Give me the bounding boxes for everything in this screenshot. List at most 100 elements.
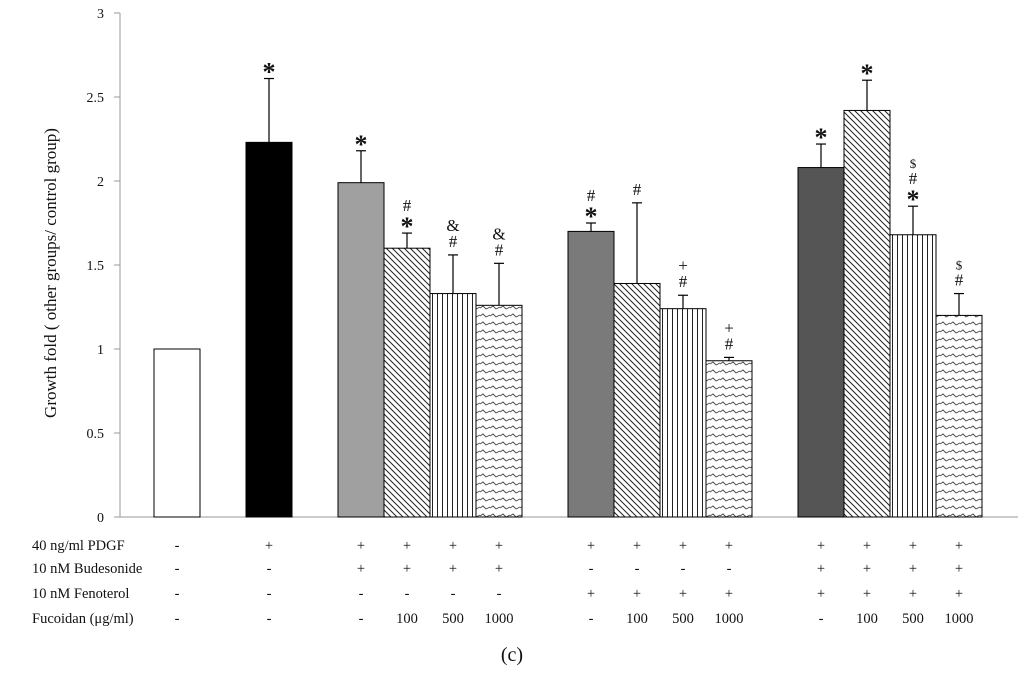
- condition-value: +: [679, 538, 687, 554]
- significance-marker: *: [815, 123, 828, 152]
- bar: [337, 182, 385, 518]
- condition-value: 1000: [715, 611, 744, 627]
- condition-table: 40 ng/ml PDGF - + + + + + + + + + + + + +10 nM Budeson…: [32, 538, 974, 627]
- bar: [153, 348, 201, 518]
- significance-marker: $: [910, 156, 917, 171]
- significance-marker: +: [724, 318, 734, 337]
- condition-value: +: [495, 561, 503, 577]
- significance-marker: *: [401, 212, 414, 241]
- significance-marker: &: [492, 224, 505, 243]
- bar-series: [153, 77, 983, 518]
- bar: [567, 230, 615, 518]
- bar: [889, 234, 937, 518]
- bar: [935, 314, 983, 518]
- y-tick-label: 3: [97, 7, 104, 22]
- significance-marker: #: [679, 272, 688, 291]
- condition-value: 500: [672, 611, 694, 627]
- condition-value: -: [175, 586, 180, 602]
- condition-value: +: [817, 561, 825, 577]
- condition-value: +: [357, 561, 365, 577]
- condition-value: +: [955, 561, 963, 577]
- y-tick-label: 0: [97, 511, 104, 526]
- condition-value: +: [357, 538, 365, 554]
- significance-marker: #: [449, 232, 458, 251]
- bar: [245, 141, 293, 518]
- y-axis: 0 0.5 1 1.5 2 2.5 3 Growth fold ( other groups…: [41, 7, 121, 526]
- significance-marker: #: [587, 186, 596, 205]
- condition-value: -: [175, 538, 180, 554]
- significance-marker: *: [263, 58, 276, 87]
- condition-value: +: [495, 538, 503, 554]
- condition-value: -: [267, 611, 272, 627]
- significance-marker: #: [403, 196, 412, 215]
- condition-value: -: [727, 561, 732, 577]
- condition-value: +: [679, 586, 687, 602]
- condition-value: -: [359, 586, 364, 602]
- condition-value: -: [819, 611, 824, 627]
- significance-marker: #: [633, 180, 642, 199]
- condition-value: +: [449, 561, 457, 577]
- y-tick-label: 2: [97, 175, 104, 190]
- condition-label: 10 nM Fenoterol: [32, 586, 129, 602]
- y-tick-label: 1: [97, 343, 104, 358]
- condition-value: 1000: [945, 611, 974, 627]
- significance-marker: #: [495, 240, 504, 259]
- significance-marker: #: [955, 271, 964, 290]
- condition-label: Fucoidan (μg/ml): [32, 611, 134, 627]
- bar: [613, 282, 661, 518]
- condition-value: +: [909, 538, 917, 554]
- condition-value: +: [909, 586, 917, 602]
- significance-marker: *: [861, 59, 874, 88]
- condition-value: -: [589, 611, 594, 627]
- condition-label: 10 nM Budesonide: [32, 561, 142, 577]
- condition-value: -: [497, 586, 502, 602]
- condition-value: +: [403, 538, 411, 554]
- significance-marker: *: [585, 202, 598, 231]
- condition-value: -: [267, 561, 272, 577]
- bar: [383, 247, 431, 518]
- significance-marker: +: [678, 256, 688, 275]
- condition-value: +: [449, 538, 457, 554]
- condition-value: 100: [396, 611, 418, 627]
- condition-value: +: [863, 586, 871, 602]
- condition-value: -: [359, 611, 364, 627]
- condition-value: 1000: [485, 611, 514, 627]
- condition-value: -: [635, 561, 640, 577]
- condition-value: -: [405, 586, 410, 602]
- significance-marker: #: [725, 334, 734, 353]
- condition-value: +: [955, 586, 963, 602]
- condition-value: +: [817, 538, 825, 554]
- condition-value: 500: [902, 611, 924, 627]
- y-tick-label: 1.5: [87, 259, 105, 274]
- condition-value: -: [267, 586, 272, 602]
- condition-value: +: [587, 538, 595, 554]
- condition-value: +: [817, 586, 825, 602]
- condition-value: +: [587, 586, 595, 602]
- y-axis-label: Growth fold ( other groups/ control grou…: [41, 128, 60, 418]
- significance-marker: &: [446, 216, 459, 235]
- significance-marker: $: [956, 258, 963, 273]
- condition-value: 500: [442, 611, 464, 627]
- condition-value: 100: [626, 611, 648, 627]
- condition-value: +: [633, 586, 641, 602]
- condition-value: +: [725, 586, 733, 602]
- y-tick-label: 0.5: [87, 427, 105, 442]
- condition-value: +: [403, 561, 411, 577]
- condition-value: +: [955, 538, 963, 554]
- condition-value: +: [633, 538, 641, 554]
- bar: [659, 308, 707, 518]
- condition-value: +: [863, 538, 871, 554]
- bar: [797, 167, 845, 518]
- figure-caption: (c): [501, 644, 523, 666]
- significance-marker: *: [907, 185, 920, 214]
- significance-marker: #: [909, 169, 918, 188]
- condition-value: -: [451, 586, 456, 602]
- bar: [705, 360, 753, 518]
- significance-annotations: ***##&#&*# ##+#+***#$#$: [263, 58, 964, 354]
- condition-value: +: [909, 561, 917, 577]
- condition-value: -: [589, 561, 594, 577]
- y-tick-label: 2.5: [87, 91, 105, 106]
- condition-value: -: [681, 561, 686, 577]
- condition-value: +: [863, 561, 871, 577]
